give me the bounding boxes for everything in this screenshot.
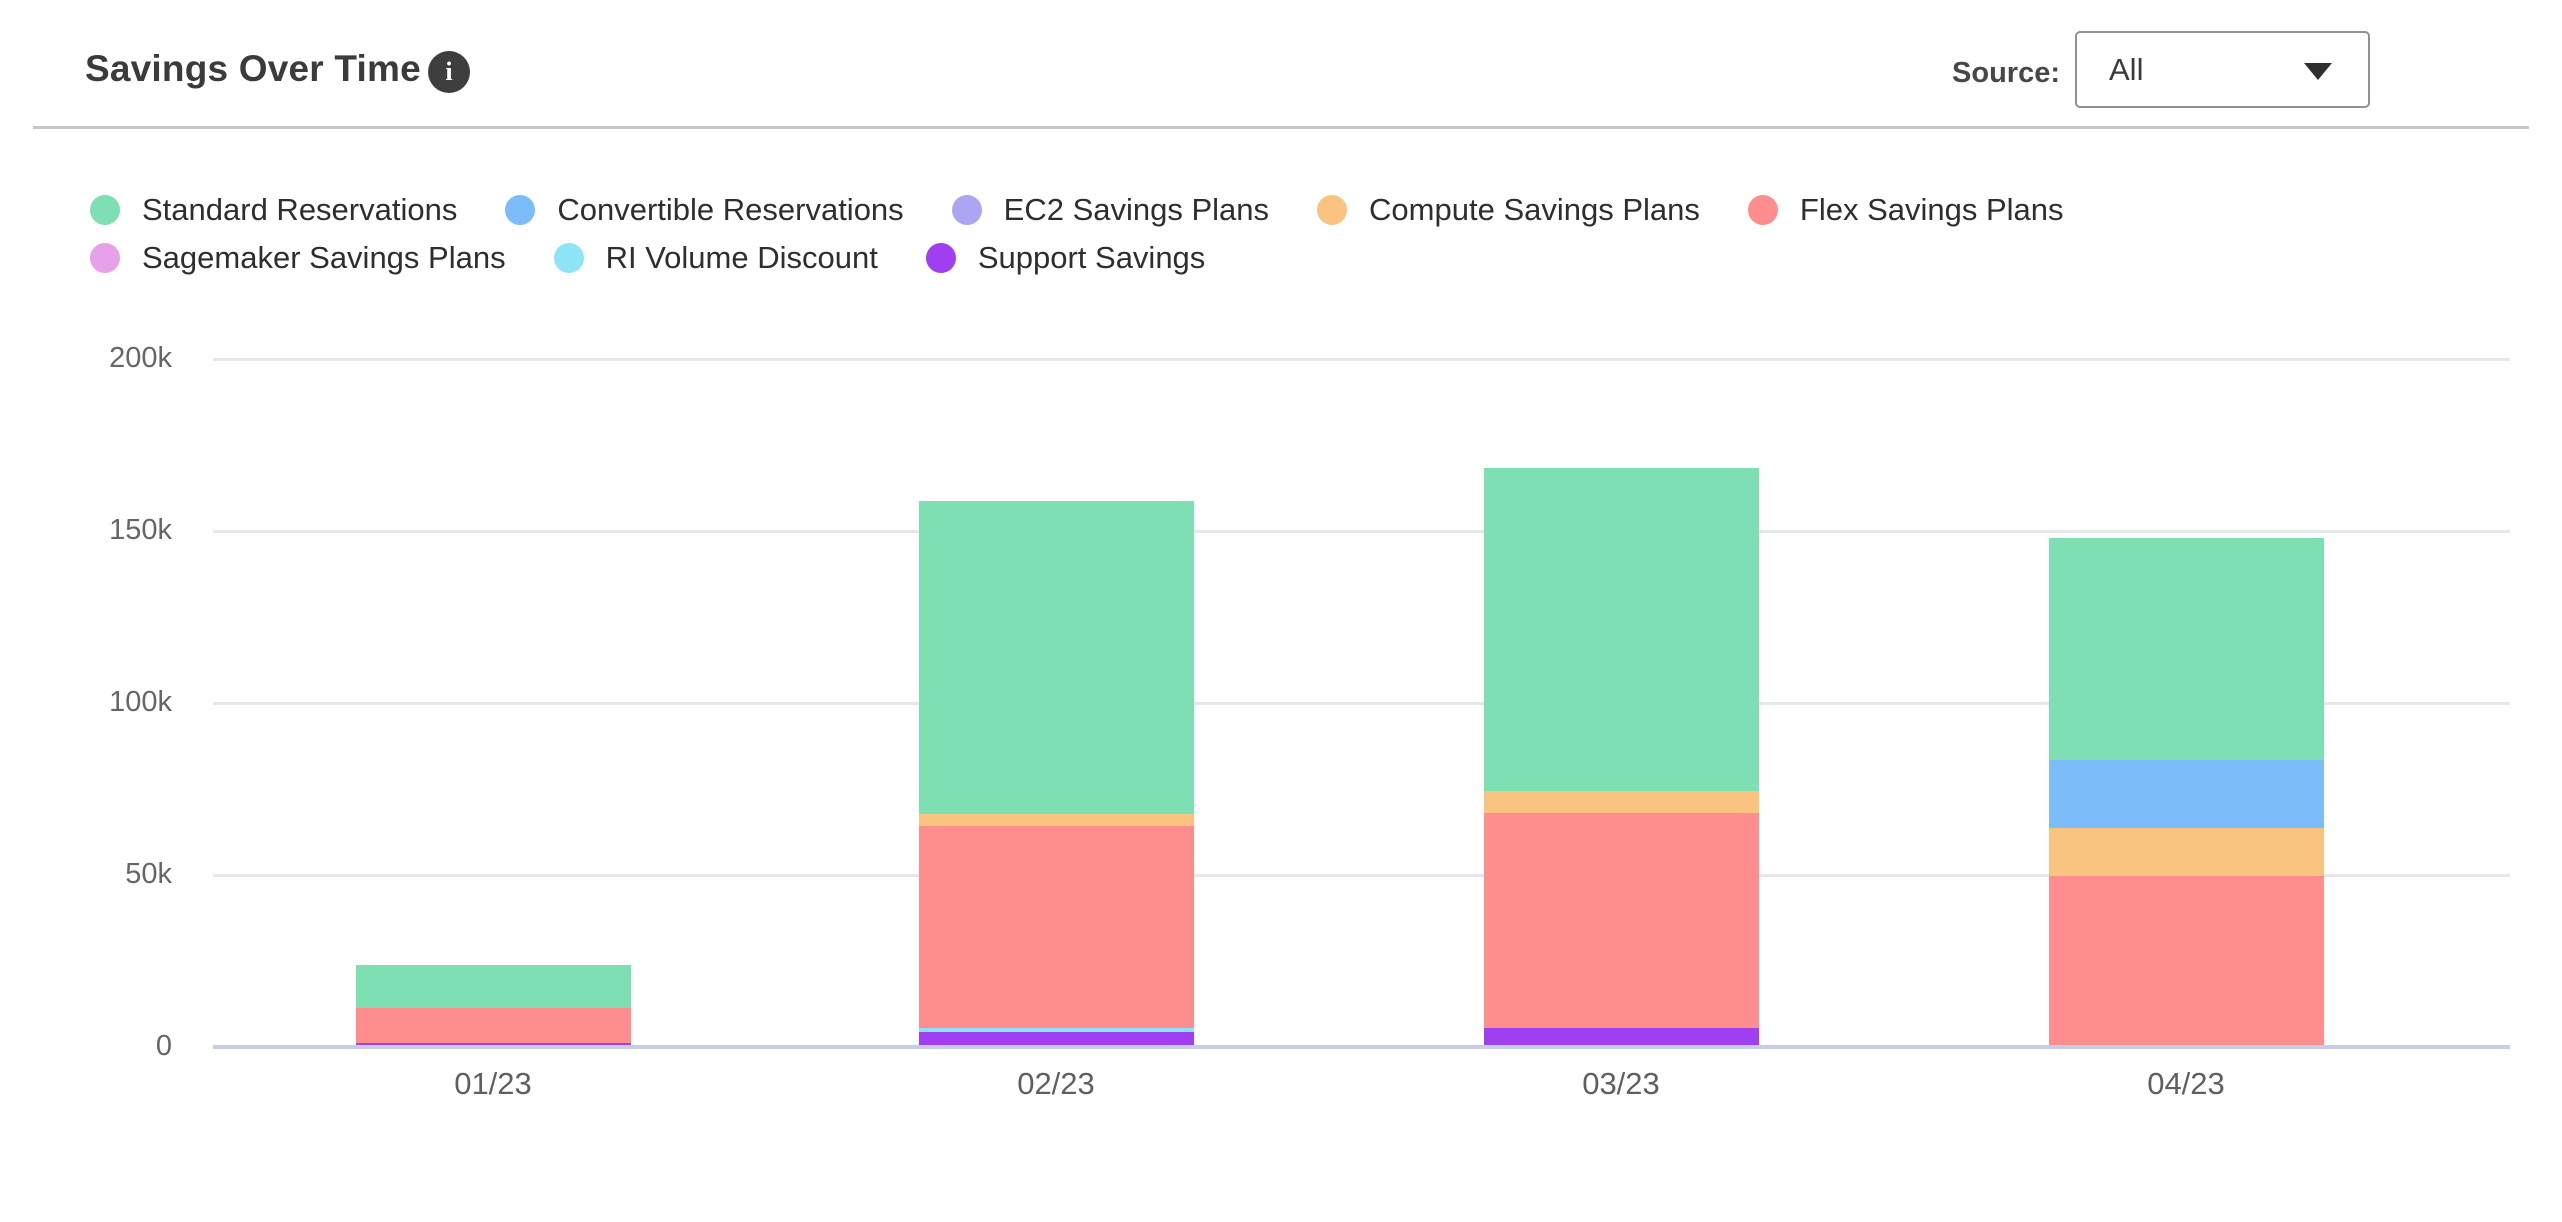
legend-dot-icon: [925, 243, 956, 273]
legend-label: Flex Savings Plans: [1799, 192, 2064, 227]
y-gridline: [213, 874, 2510, 877]
bar-segment[interactable]: [1483, 813, 1759, 1029]
legend-label: RI Volume Discount: [605, 240, 878, 275]
legend-item-support-savings[interactable]: Support Savings: [925, 240, 1206, 276]
legend-dot-icon: [90, 195, 120, 225]
legend-label: Support Savings: [977, 240, 1206, 275]
bar-segment[interactable]: [1483, 791, 1759, 814]
source-label: Source:: [1952, 57, 2060, 89]
legend-label: Sagemaker Savings Plans: [142, 240, 506, 275]
bar-segment[interactable]: [1483, 467, 1759, 792]
bar-segment[interactable]: [2048, 537, 2324, 761]
legend-item-standard-reservations[interactable]: Standard Reservations: [90, 192, 457, 228]
bar-segment[interactable]: [918, 826, 1194, 1029]
y-axis-label: 0: [155, 1030, 172, 1062]
legend-dot-icon: [951, 195, 982, 225]
x-axis-label: 02/23: [1017, 1066, 1095, 1101]
legend-dot-icon: [1747, 195, 1778, 225]
legend-item-convertible-reservations[interactable]: Convertible Reservations: [505, 192, 904, 228]
x-axis-label: 01/23: [454, 1066, 532, 1101]
legend-label: Compute Savings Plans: [1369, 192, 1700, 227]
legend-item-ec2-savings-plans[interactable]: EC2 Savings Plans: [951, 192, 1270, 228]
x-axis-label: 04/23: [2147, 1066, 2225, 1101]
y-gridline: [213, 702, 2510, 705]
y-axis-label: 200k: [109, 342, 172, 374]
page-title: Savings Over Time: [85, 48, 421, 89]
bar-segment[interactable]: [1483, 1028, 1759, 1047]
bar-segment[interactable]: [355, 1042, 631, 1047]
legend-dot-icon: [505, 195, 536, 225]
y-axis-label: 100k: [109, 686, 172, 718]
bar-segment[interactable]: [918, 1031, 1194, 1047]
bar-segment[interactable]: [918, 1028, 1194, 1032]
bar-segment[interactable]: [355, 965, 631, 1009]
chevron-down-icon: [2304, 62, 2332, 80]
legend-item-ri-volume-discount[interactable]: RI Volume Discount: [553, 240, 878, 276]
legend-item-flex-savings-plans[interactable]: Flex Savings Plans: [1747, 192, 2064, 228]
y-axis-label: 150k: [109, 514, 172, 546]
source-dropdown[interactable]: All: [2075, 31, 2370, 108]
x-axis-line: [213, 1045, 2510, 1049]
legend-row: Standard Reservations Convertible Reserva…: [90, 186, 2470, 234]
legend-label: Convertible Reservations: [557, 192, 904, 227]
legend-item-sagemaker-savings-plans[interactable]: Sagemaker Savings Plans: [90, 240, 506, 276]
bar-segment[interactable]: [2048, 876, 2324, 1047]
bar-segment[interactable]: [355, 1008, 631, 1043]
chart-legend: Standard Reservations Convertible Reserva…: [90, 186, 2470, 282]
legend-dot-icon: [90, 243, 120, 273]
y-gridline: [213, 358, 2510, 361]
bar-segment[interactable]: [918, 814, 1194, 827]
y-axis-label: 50k: [125, 858, 172, 890]
bar-segment[interactable]: [2048, 760, 2324, 828]
legend-label: Standard Reservations: [142, 192, 458, 227]
bar-segment[interactable]: [2048, 827, 2324, 877]
y-gridline: [213, 530, 2510, 533]
legend-item-compute-savings-plans[interactable]: Compute Savings Plans: [1317, 192, 1700, 228]
header-divider: [33, 126, 2529, 129]
bar-segment[interactable]: [918, 501, 1194, 815]
x-axis-label: 03/23: [1582, 1066, 1660, 1101]
legend-dot-icon: [1317, 195, 1348, 225]
legend-row: Sagemaker Savings Plans RI Volume Discoun…: [90, 234, 2470, 282]
source-dropdown-value: All: [2109, 51, 2144, 87]
info-icon[interactable]: i: [428, 51, 470, 93]
legend-dot-icon: [553, 243, 584, 273]
legend-label: EC2 Savings Plans: [1003, 192, 1270, 227]
